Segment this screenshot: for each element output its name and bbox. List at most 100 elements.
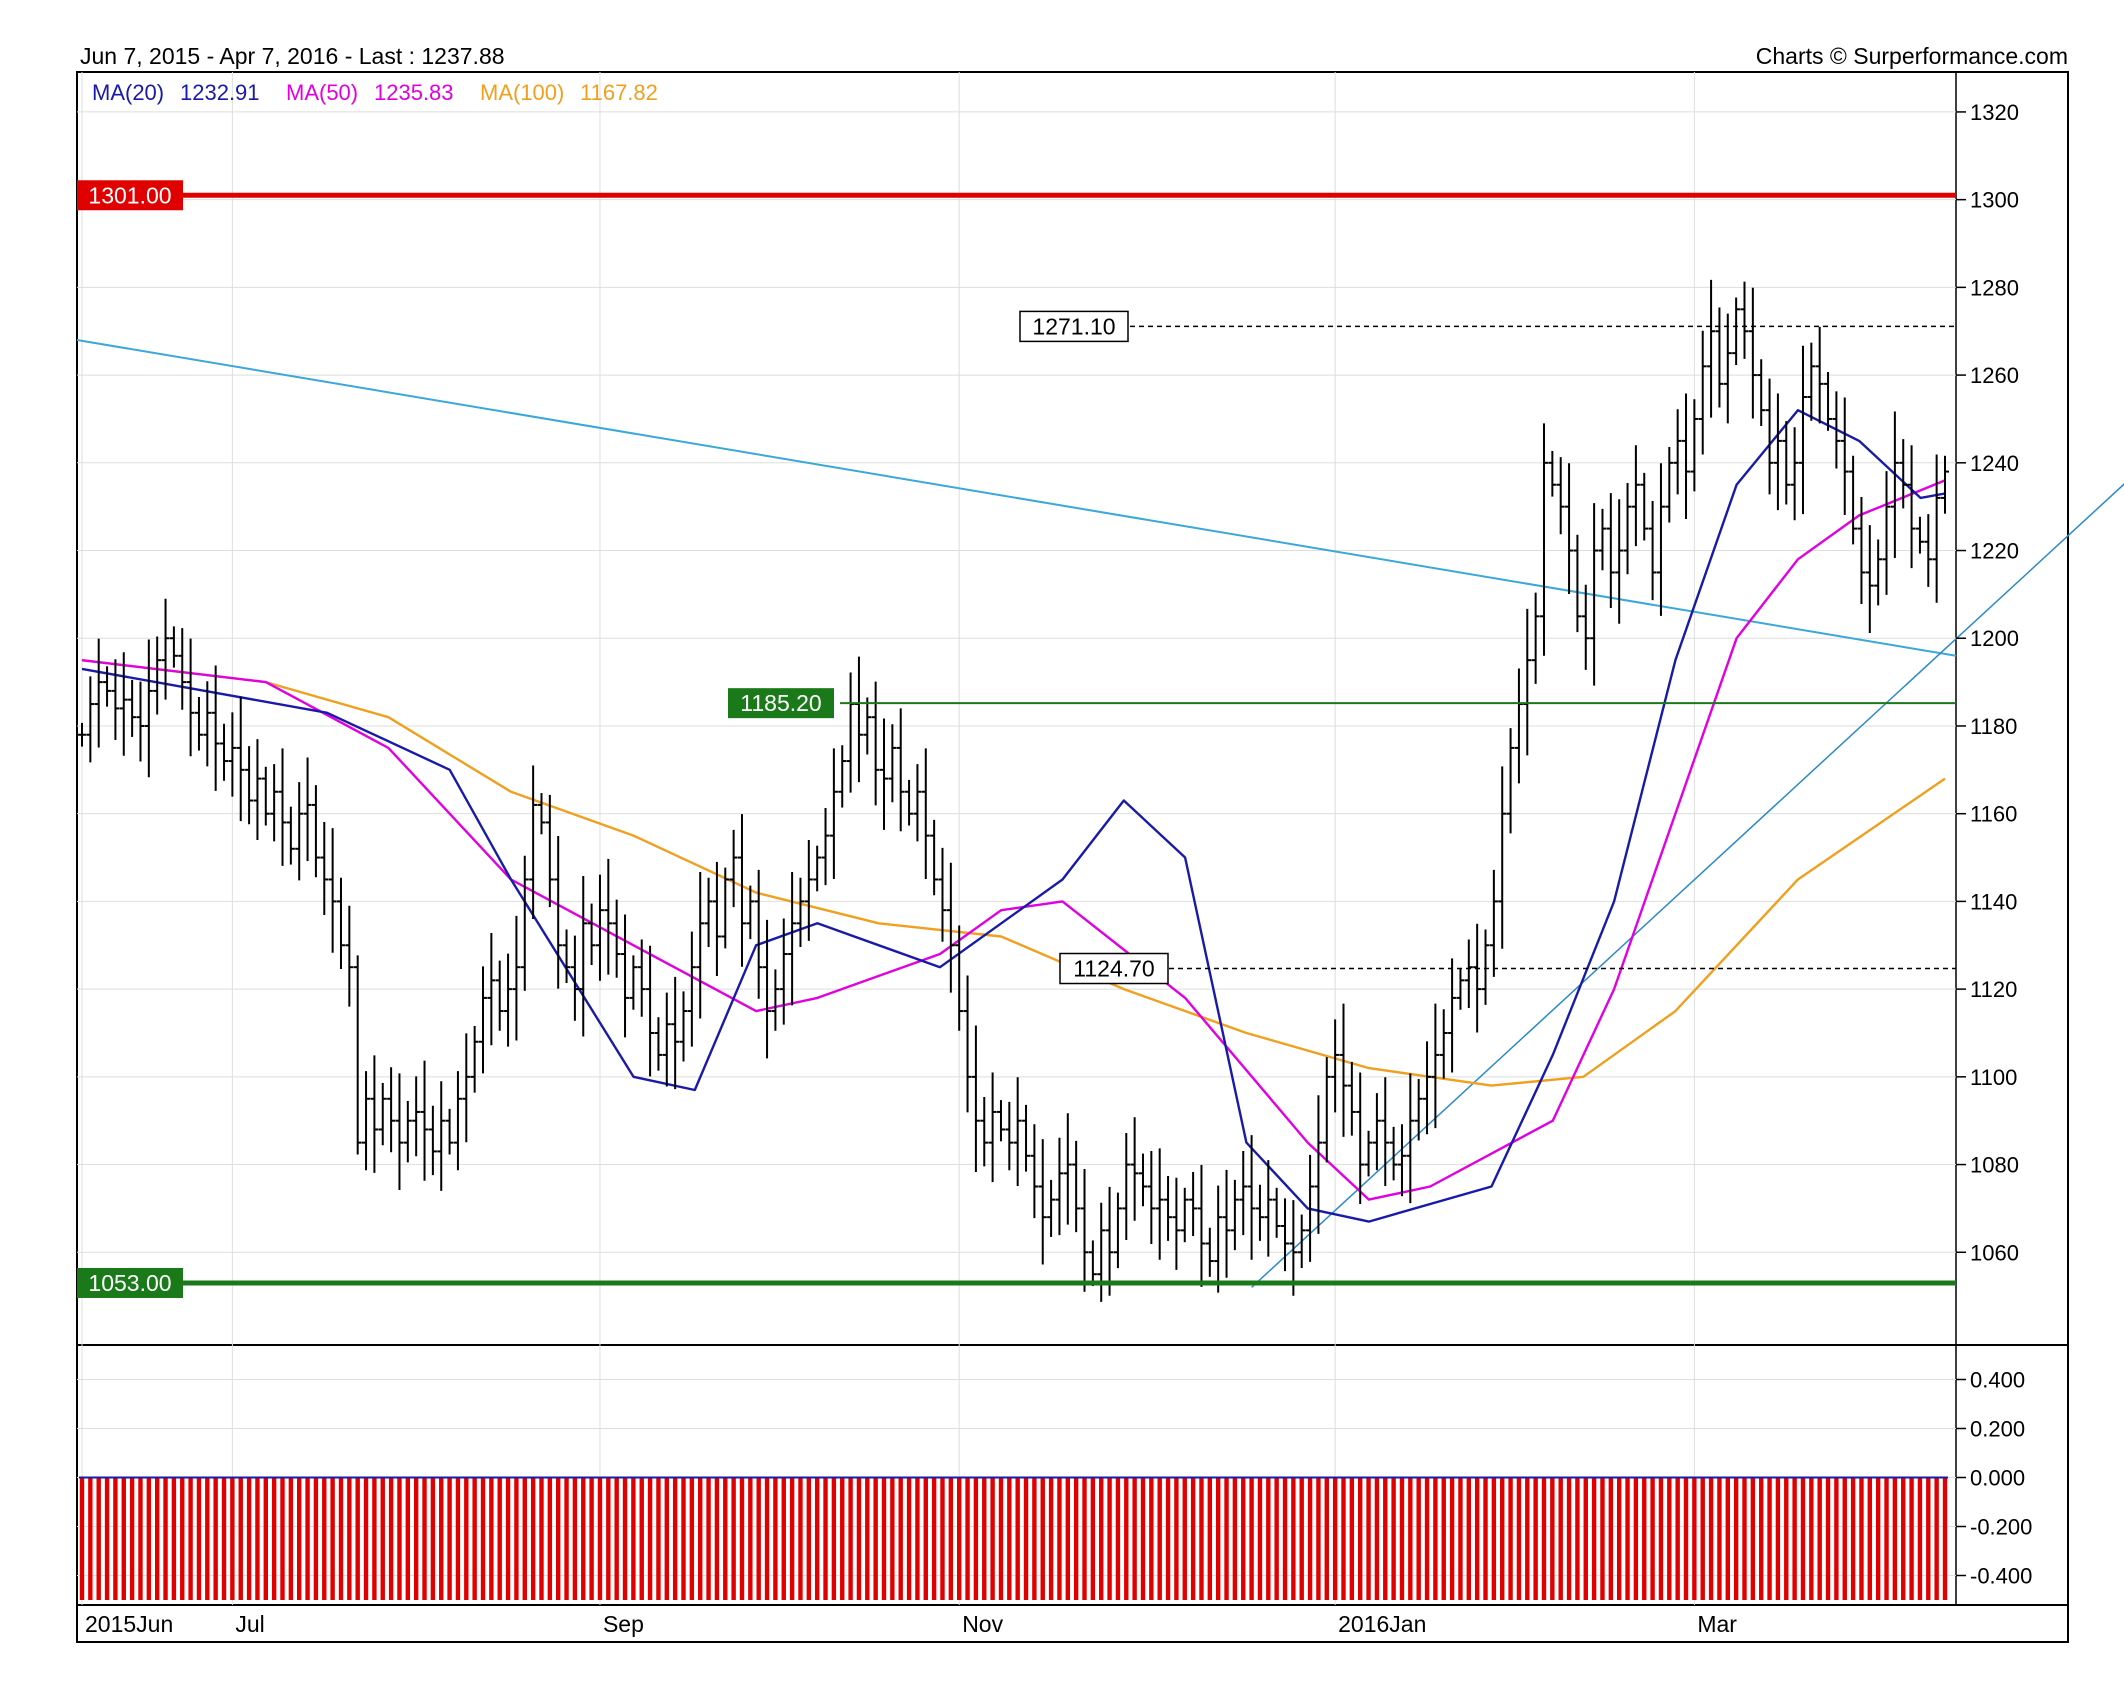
osc-bar [1090,1477,1096,1600]
price-bar [804,840,813,941]
price-bar [1506,728,1515,834]
osc-bar [965,1477,970,1600]
credit-label: Charts © Surperformance.com [1756,43,2068,69]
osc-bar [672,1477,678,1600]
osc-bar [1809,1477,1814,1600]
price-bar [261,766,270,826]
price-bar [1656,463,1665,616]
osc-bar [338,1477,344,1600]
osc-bar [238,1477,243,1600]
price-bar [236,696,245,822]
price-bar [1932,454,1941,603]
price-bar [1874,539,1883,606]
osc-bar [439,1477,444,1600]
price-bar [671,976,680,1090]
price-bar [1865,525,1874,633]
price-bar [1172,1177,1181,1270]
osc-bar [1274,1477,1279,1600]
osc-bar [1299,1477,1304,1600]
osc-bar [1341,1477,1346,1600]
osc-bar [973,1477,979,1600]
price-bar [228,712,237,797]
osc-bar [514,1477,519,1600]
price-bar [554,836,563,989]
price-bar [1255,1184,1264,1241]
price-bar [1431,1003,1440,1129]
osc-bar [873,1477,878,1600]
osc-bar [530,1477,536,1600]
y-tick-label: 1320 [1970,100,2019,125]
osc-bar [1934,1477,1939,1600]
price-bar [1899,439,1908,509]
osc-bar [1073,1477,1079,1600]
price-bar [1289,1200,1298,1296]
price-bar [737,814,746,967]
ma50-line [81,479,1946,1201]
osc-bar [1040,1477,1045,1600]
osc-bar [230,1477,235,1600]
x-tick-label: Mar [1697,1611,1737,1637]
price-bar [1882,471,1891,595]
osc-bar [96,1477,101,1600]
price-bar [211,665,220,791]
osc-bar [1759,1477,1764,1600]
osc-bar [297,1477,302,1600]
osc-bar [1541,1477,1547,1600]
osc-bar [1124,1477,1129,1600]
y-tick-label: 1240 [1970,451,2019,476]
osc-bar [221,1477,227,1600]
price-bar [1180,1187,1189,1243]
osc-bar [1817,1477,1822,1600]
osc-bar [572,1477,578,1600]
price-bar [1456,968,1465,1010]
price-bar [1423,1041,1432,1135]
price-bar [1038,1139,1047,1265]
price-bar [646,945,655,1077]
price-bar [1155,1148,1164,1260]
price-bar [161,598,170,700]
levels-layer: 1301.00 1185.20 1053.00 1271.10 1124.70 [77,180,1956,1298]
osc-bar [1416,1477,1421,1600]
osc-bar [271,1477,277,1600]
osc-bar [1859,1477,1864,1600]
osc-bar [1775,1477,1781,1600]
price-bar [930,819,939,896]
price-bar [445,1108,454,1155]
osc-bar [1901,1477,1906,1600]
price-bar [1088,1240,1097,1287]
osc-bar [756,1477,761,1600]
x-axis: 2015Jun Jul Sep Nov 2016Jan Mar [85,1611,1737,1637]
price-bar [1723,313,1732,424]
osc-bar [982,1477,987,1600]
price-bar [1907,445,1916,569]
osc-bar [1792,1477,1797,1600]
price-bar [1673,409,1682,495]
osc-bar [1140,1477,1146,1600]
price-bar [1264,1160,1273,1257]
osc-bar [1600,1477,1605,1600]
price-bar [1055,1137,1064,1236]
price-bar [403,1100,412,1163]
osc-bar [1015,1477,1020,1600]
price-bar [462,1033,471,1143]
price-bar [829,748,838,880]
price-bar [1598,508,1607,571]
price-bar [1080,1168,1089,1292]
osc-bar [146,1477,152,1600]
price-bar [1849,455,1858,545]
price-bar [788,872,797,1006]
price-bar [128,679,137,737]
osc-bar [1850,1477,1856,1600]
osc-bar [405,1477,411,1600]
osc-bar [1224,1477,1229,1600]
price-bar [746,885,755,940]
osc-bar [1474,1477,1480,1600]
price-bar [1072,1140,1081,1233]
legend-value: 1167.82 [580,80,658,105]
price-bar [1715,307,1724,408]
osc-bar [322,1477,327,1600]
osc-bar [856,1477,862,1600]
osc-bar [355,1477,360,1600]
